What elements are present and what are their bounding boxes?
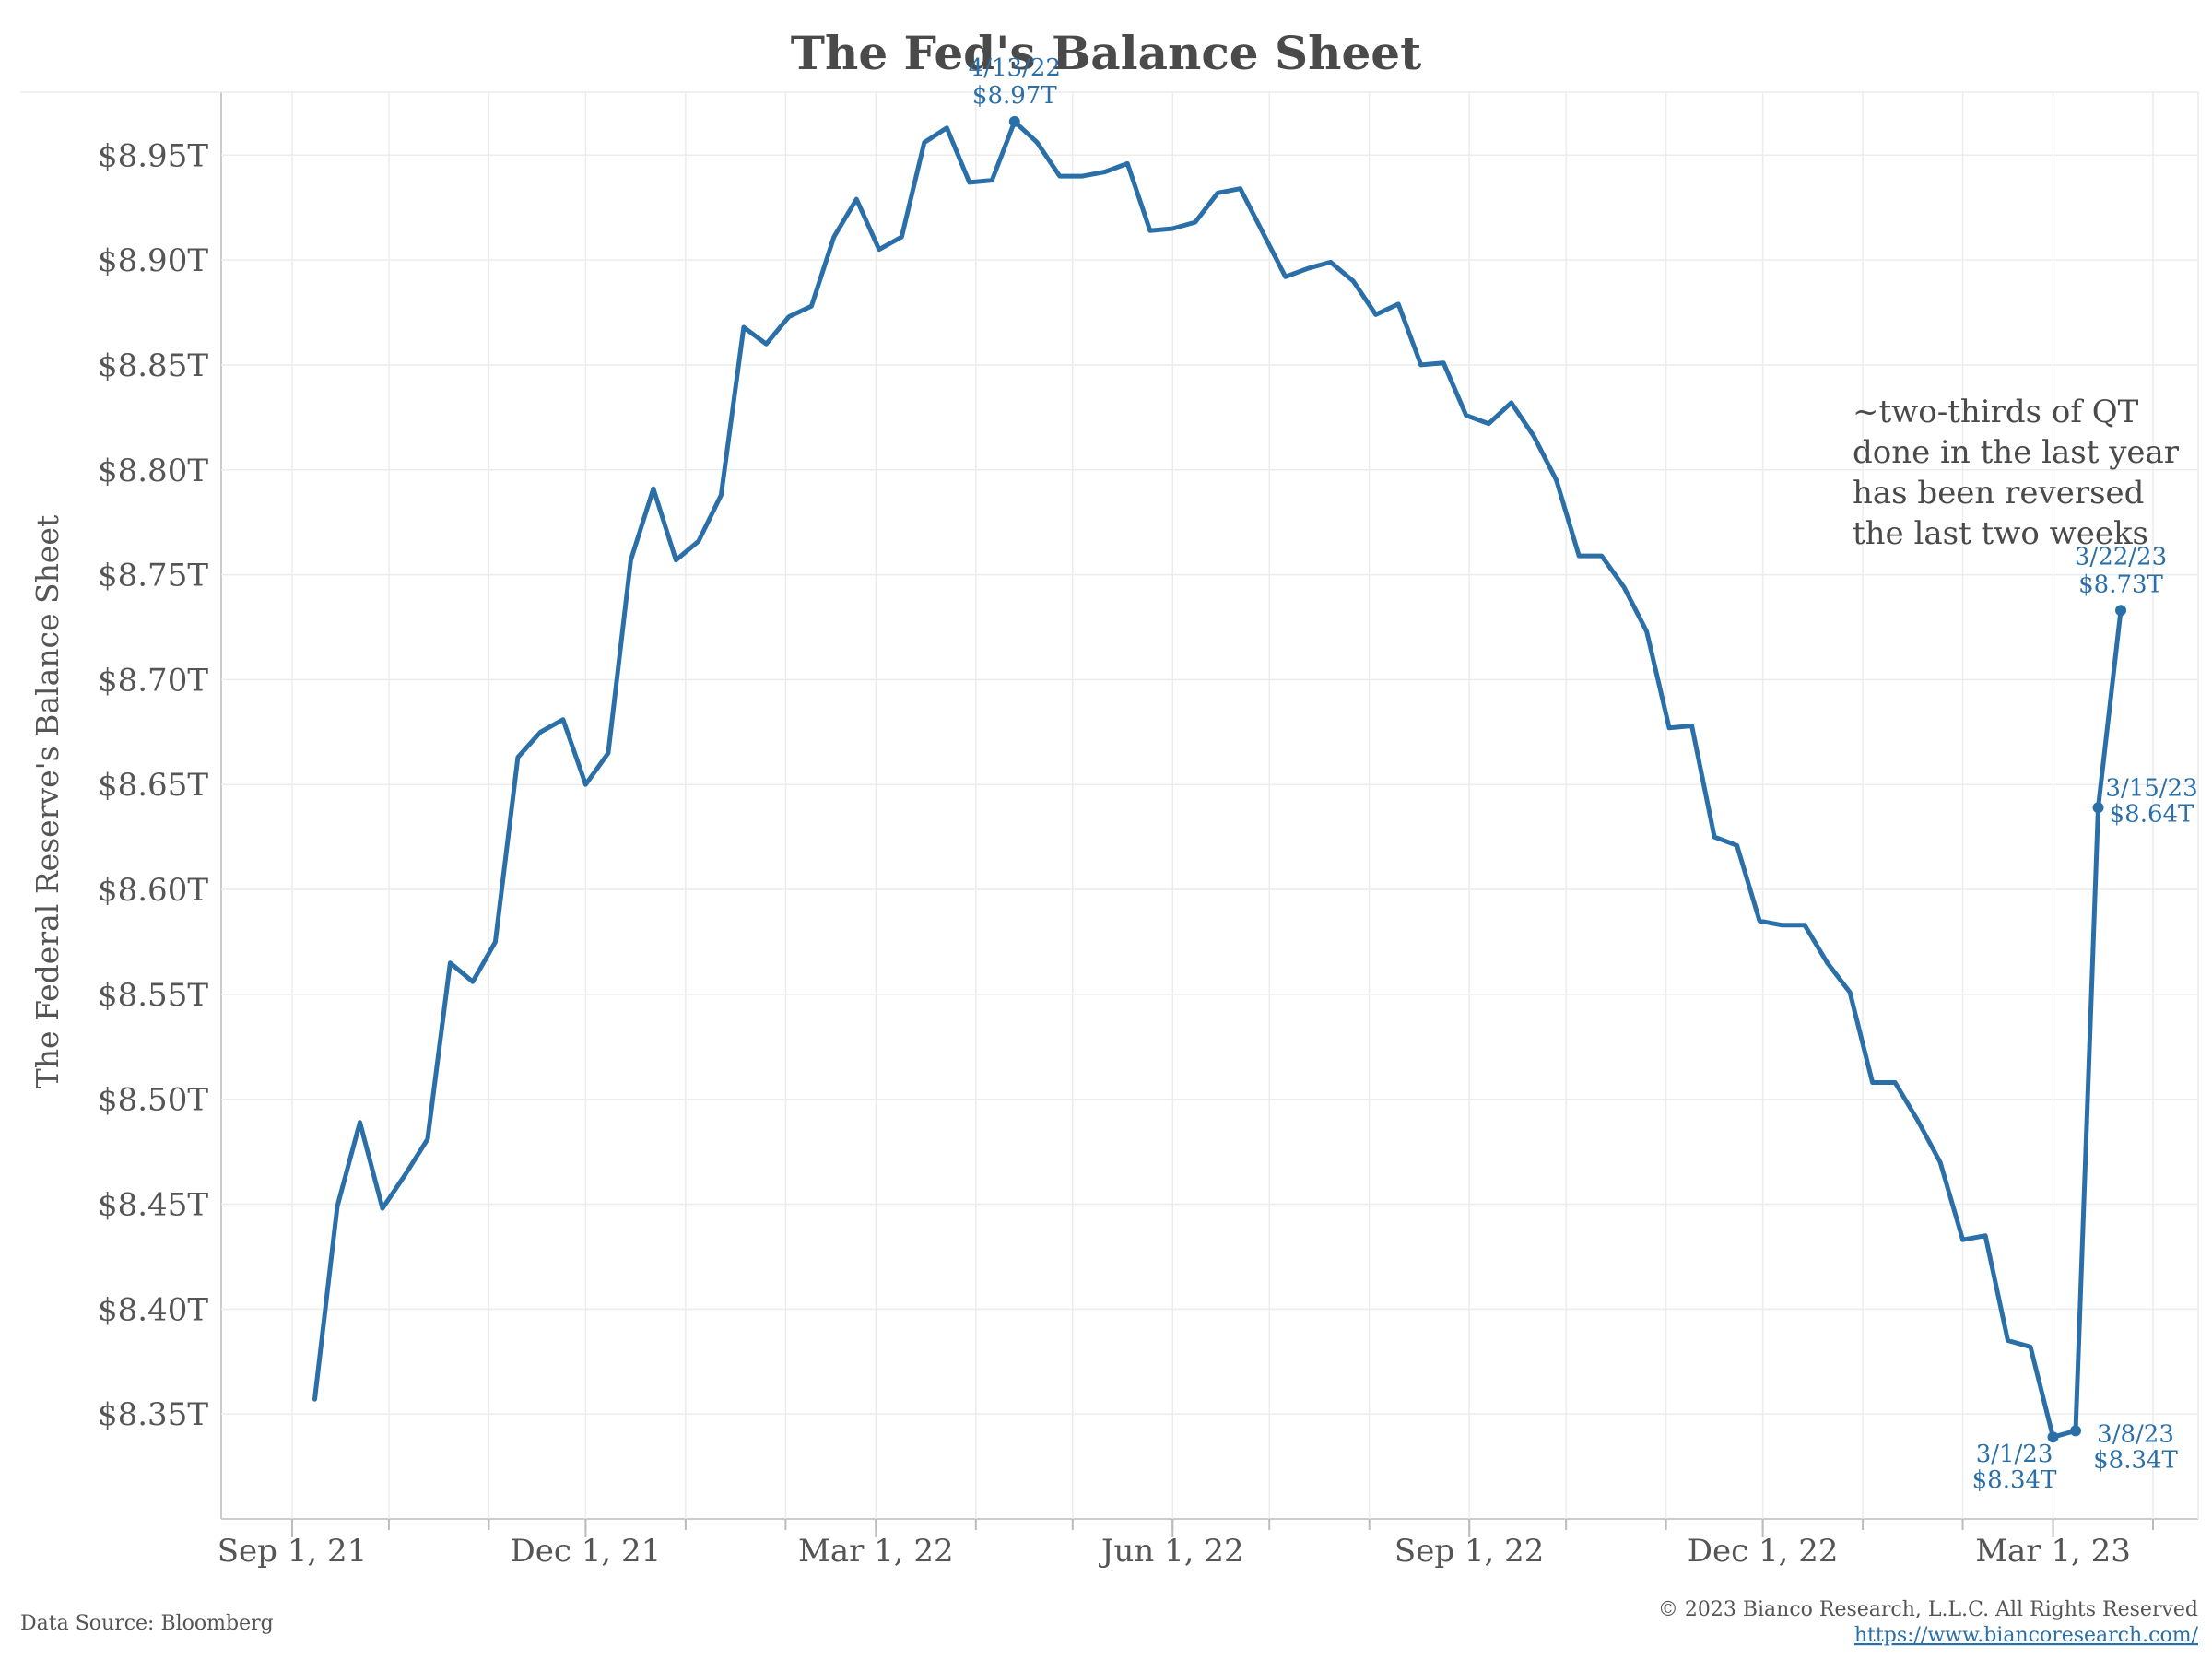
x-tick-label: Mar 1, 22 — [798, 1533, 954, 1570]
y-tick-label: $8.60T — [98, 872, 208, 909]
callout-value: $8.73T — [2078, 571, 2163, 598]
copyright: © 2023 Bianco Research, L.L.C. All Right… — [1658, 1598, 2198, 1621]
annotation-note: ~two-thirds of QT done in the last year ha… — [1853, 394, 2180, 552]
x-tick-label: Sep 1, 21 — [218, 1533, 368, 1570]
callout-point — [1008, 115, 1020, 127]
x-tick-label: Mar 1, 23 — [1975, 1533, 2131, 1570]
y-tick-label: $8.80T — [98, 453, 208, 489]
y-tick-label: $8.40T — [98, 1291, 208, 1328]
y-tick-label: $8.75T — [98, 558, 208, 594]
y-tick-label: $8.85T — [98, 347, 208, 384]
y-tick-label: $8.45T — [98, 1187, 208, 1224]
callout-date: 3/1/23 — [1976, 1441, 2053, 1468]
plot-frame — [20, 91, 2199, 1520]
callout-date: 3/22/23 — [2075, 543, 2167, 571]
callout-date: 3/8/23 — [2097, 1420, 2174, 1448]
x-tick-label: Dec 1, 22 — [1688, 1533, 1839, 1570]
callout-point — [2115, 605, 2127, 617]
series-line — [312, 119, 2124, 1440]
callout-value: $8.34T — [1972, 1466, 2057, 1494]
annotation-line: ~two-thirds of QT — [1853, 394, 2139, 430]
x-axis: Sep 1, 21 Dec 1, 21 Mar 1, 22 Jun 1, 22 Sep … — [218, 1519, 2155, 1570]
x-tick-label: Sep 1, 22 — [1394, 1533, 1545, 1570]
callout-value: $8.97T — [972, 82, 1057, 110]
x-tick-label: Jun 1, 22 — [1099, 1533, 1244, 1570]
x-tick-label: Dec 1, 21 — [511, 1533, 662, 1570]
annotation-line: has been reversed — [1853, 475, 2144, 512]
callout-point — [2092, 802, 2104, 814]
website-link[interactable]: https://www.biancoresearch.com/ — [1854, 1624, 2199, 1647]
chart-title: The Fed's Balance Sheet — [791, 26, 1421, 80]
y-tick-label: $8.50T — [98, 1082, 208, 1119]
y-tick-label: $8.95T — [98, 137, 208, 174]
callout-value: $8.34T — [2093, 1446, 2178, 1474]
y-tick-label: $8.90T — [98, 242, 208, 279]
callouts: 4/13/22$8.97T3/1/23$8.34T3/8/23$8.34T3/1… — [969, 54, 2198, 1494]
y-tick-label: $8.70T — [98, 662, 208, 699]
callout-value: $8.64T — [2110, 800, 2194, 828]
callout-point — [2070, 1425, 2082, 1437]
y-axis-label: The Federal Reserve's Balance Sheet — [29, 515, 65, 1088]
callout-point — [2047, 1431, 2059, 1443]
y-tick-label: $8.55T — [98, 977, 208, 1014]
y-axis: $8.35T $8.40T $8.45T $8.50T $8.55T $8.60T $8.6… — [98, 137, 208, 1433]
callout-date: 4/13/22 — [969, 54, 1061, 82]
annotation-line: done in the last year — [1853, 434, 2180, 471]
data-source: Data Source: Bloomberg — [20, 1612, 274, 1635]
y-tick-label: $8.65T — [98, 767, 208, 804]
annotation-line: the last two weeks — [1853, 515, 2148, 552]
series — [312, 119, 2124, 1440]
callout-date: 3/15/23 — [2105, 774, 2197, 802]
y-tick-label: $8.35T — [98, 1396, 208, 1433]
grid — [221, 92, 2198, 1519]
